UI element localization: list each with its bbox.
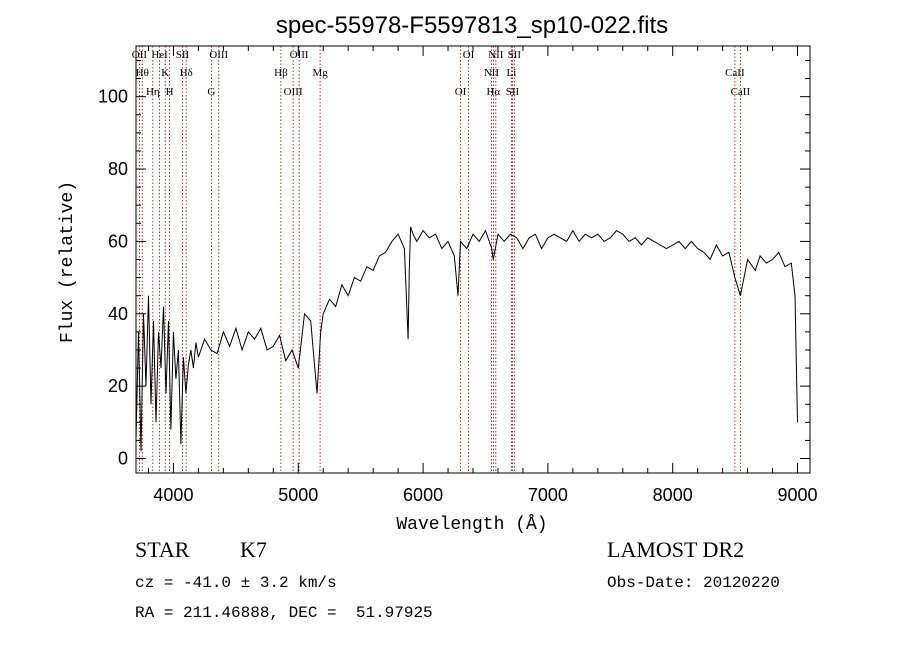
line-marker-label: Hα: [486, 86, 500, 98]
line-marker-label: Mg: [312, 67, 328, 79]
observation-date: Obs-Date: 20120220: [607, 574, 780, 592]
line-marker-label: Hβ: [274, 67, 288, 79]
line-marker-label: NII: [484, 67, 500, 79]
line-marker-label: SII: [506, 86, 520, 98]
y-axis-label: Flux (relative): [58, 181, 78, 343]
y-tick-label: 80: [108, 159, 128, 179]
coordinates-readout: RA = 211.46888, DEC = 51.97925: [135, 604, 433, 622]
line-marker-label: SII: [508, 49, 522, 61]
axis-tick-labels: 4000 5000 6000 7000 8000 9000 0 20 40 60 80 100: [98, 87, 818, 505]
line-marker-label: OIII: [290, 49, 309, 61]
line-marker-label: HeI: [151, 49, 168, 61]
spectral-line-labels: OIIHθHηHeIKHSIIHδGOIIIHβOIIIOIIIMgOIOINI…: [132, 49, 751, 98]
x-tick-label: 7000: [528, 485, 568, 505]
line-marker-label: OIII: [284, 86, 303, 98]
y-tick-label: 60: [108, 231, 128, 251]
axis-ticks: [136, 46, 810, 473]
x-tick-label: 5000: [278, 485, 318, 505]
survey-name: LAMOST DR2: [607, 537, 745, 562]
line-marker-label: OII: [132, 49, 148, 61]
x-tick-label: 4000: [153, 485, 193, 505]
y-tick-label: 20: [108, 376, 128, 396]
plot-frame: [135, 45, 811, 474]
x-tick-label: 8000: [653, 485, 693, 505]
x-tick-label: 6000: [403, 485, 443, 505]
line-marker-label: OI: [463, 49, 475, 61]
chart-title: spec-55978-F5597813_sp10-022.fits: [276, 12, 668, 39]
spectrum-line: [135, 226, 798, 452]
object-subclass: K7: [240, 537, 267, 562]
line-marker-label: H: [166, 86, 174, 98]
x-axis-label: Wavelength (Å): [396, 514, 547, 535]
line-marker-label: OIII: [209, 49, 228, 61]
line-marker-label: CaII: [731, 86, 751, 98]
y-tick-label: 0: [118, 449, 128, 469]
line-marker-label: G: [207, 86, 215, 98]
redshift-readout: cz = -41.0 ± 3.2 km/s: [135, 574, 337, 592]
y-tick-label: 40: [108, 304, 128, 324]
line-marker-label: OI: [455, 86, 467, 98]
line-marker-label: Hδ: [180, 67, 193, 79]
line-marker-label: SII: [176, 49, 190, 61]
line-marker-label: Hη: [146, 86, 160, 98]
line-marker-label: Hθ: [136, 67, 149, 79]
spectral-line-markers: [138, 46, 741, 473]
line-marker-label: CaII: [725, 67, 745, 79]
object-class: STAR: [135, 537, 190, 562]
line-marker-label: K: [161, 67, 169, 79]
line-marker-label: Li: [507, 67, 517, 79]
line-marker-label: NII: [488, 49, 504, 61]
y-tick-label: 100: [98, 87, 128, 107]
x-tick-label: 9000: [777, 485, 817, 505]
